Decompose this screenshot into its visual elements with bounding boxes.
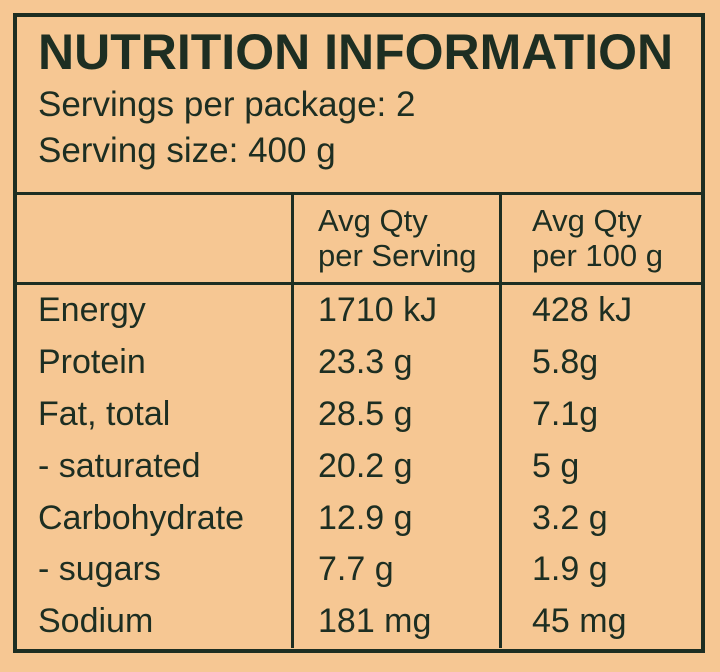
value-per-100g: 1.9 g bbox=[499, 543, 701, 596]
value-per-serving: 12.9 g bbox=[291, 492, 499, 544]
nutrient-name: Energy bbox=[38, 291, 146, 330]
nutrient-name: - sugars bbox=[38, 550, 161, 589]
column-header-blank bbox=[17, 195, 291, 285]
nutrition-table: Avg Qty per Serving Avg Qty per 100 g En… bbox=[17, 195, 701, 648]
nutrition-panel: NUTRITION INFORMATION Servings per packa… bbox=[13, 13, 705, 653]
header-line: Avg Qty bbox=[532, 203, 642, 238]
nutrient-name: Sodium bbox=[38, 602, 154, 641]
column-header-per-serving: Avg Qty per Serving bbox=[291, 195, 499, 285]
header-line: per Serving bbox=[318, 238, 477, 273]
value-per-100g: 3.2 g bbox=[499, 492, 701, 544]
value-per-100g: 45 mg bbox=[499, 595, 701, 648]
column-header-per-100g: Avg Qty per 100 g bbox=[499, 195, 701, 285]
panel-title: NUTRITION INFORMATION bbox=[38, 24, 674, 80]
nutrient-name: Protein bbox=[38, 343, 146, 382]
value-per-serving: 1710 kJ bbox=[291, 285, 499, 337]
value-per-100g: 5.8g bbox=[499, 336, 701, 389]
value-per-serving: 20.2 g bbox=[291, 440, 499, 493]
servings-per-package: Servings per package: 2 bbox=[38, 85, 416, 124]
serving-size: Serving size: 400 g bbox=[38, 131, 336, 170]
header-line: per 100 g bbox=[532, 238, 663, 273]
value-per-serving: 23.3 g bbox=[291, 336, 499, 389]
value-per-serving: 28.5 g bbox=[291, 388, 499, 441]
panel-header: NUTRITION INFORMATION Servings per packa… bbox=[17, 17, 701, 195]
value-per-serving: 181 mg bbox=[291, 595, 499, 648]
value-per-100g: 428 kJ bbox=[499, 285, 701, 337]
value-per-100g: 7.1g bbox=[499, 388, 701, 441]
value-per-serving: 7.7 g bbox=[291, 543, 499, 596]
nutrient-name: Fat, total bbox=[38, 394, 171, 433]
nutrient-name: - saturated bbox=[38, 446, 201, 485]
nutrient-name: Carbohydrate bbox=[38, 498, 245, 537]
value-per-100g: 5 g bbox=[499, 440, 701, 493]
header-line: Avg Qty bbox=[318, 203, 428, 238]
